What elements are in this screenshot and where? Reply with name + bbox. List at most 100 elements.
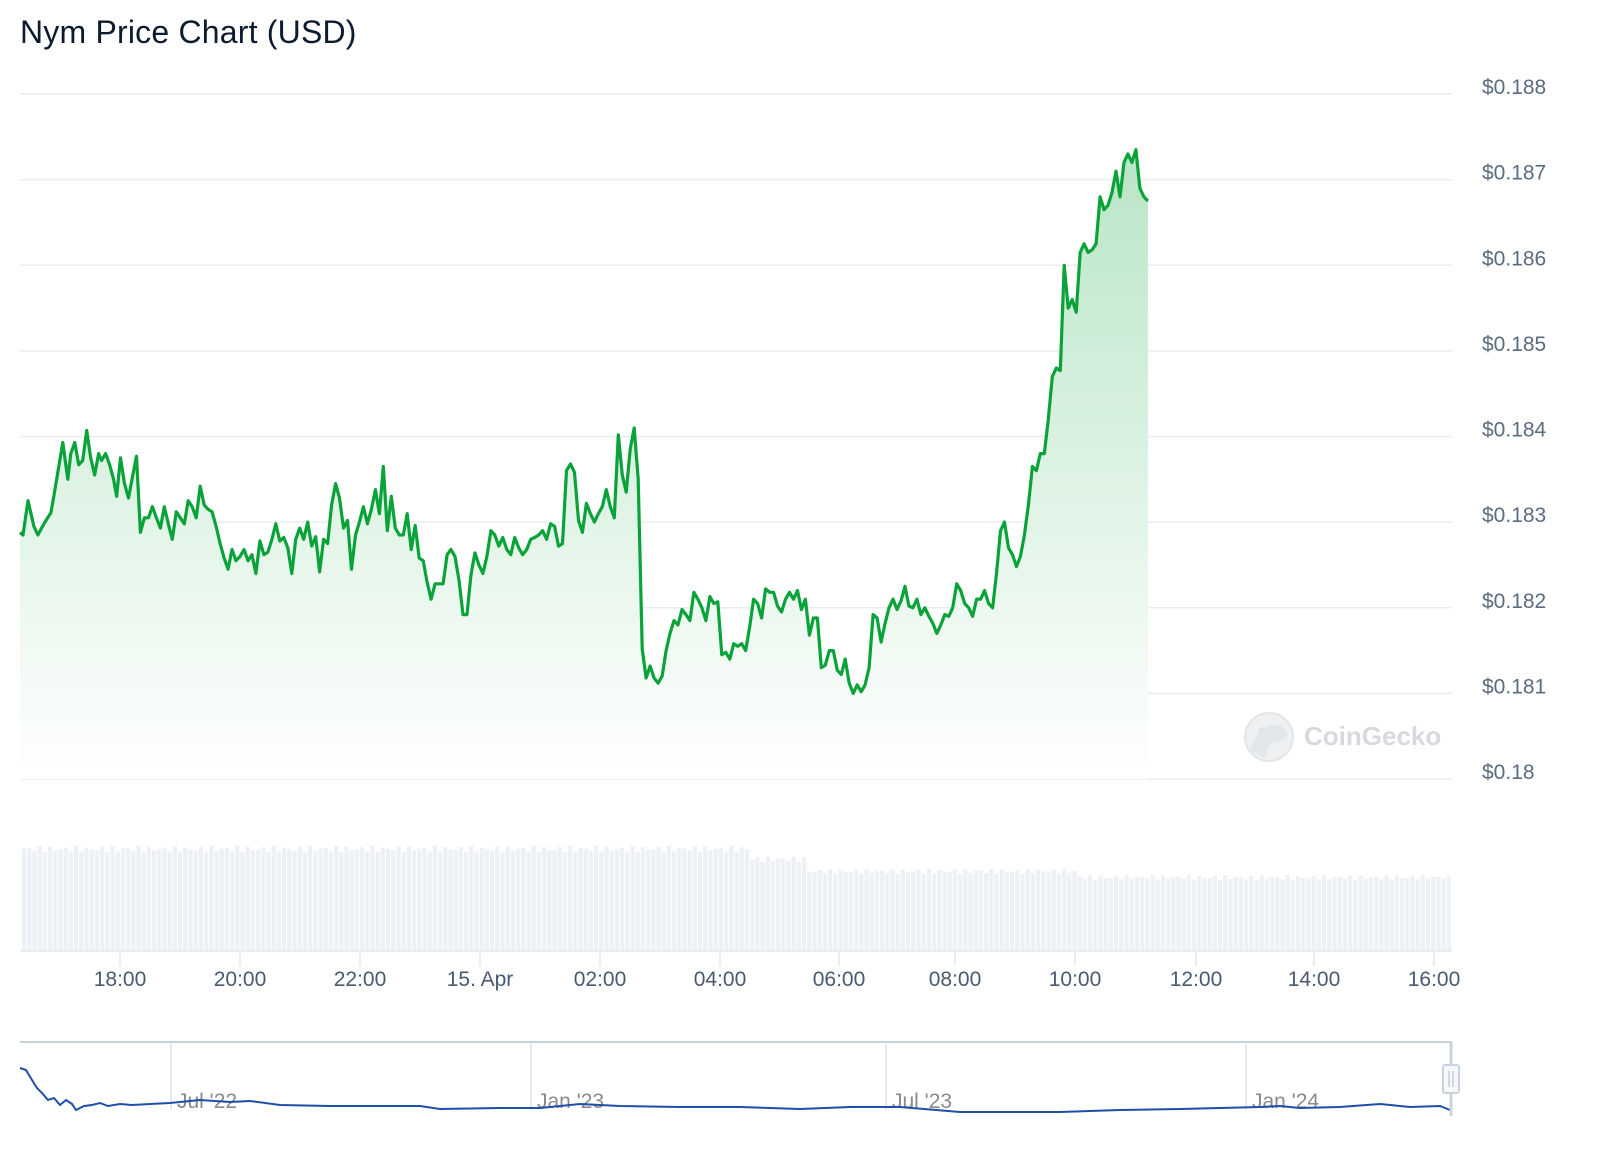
volume-bar — [100, 846, 105, 950]
volume-bar — [1197, 875, 1202, 950]
volume-bar — [1259, 875, 1264, 950]
volume-bar — [916, 869, 921, 950]
volume-bar — [427, 851, 432, 950]
volume-bar — [365, 852, 370, 950]
volume-bar — [807, 872, 812, 950]
volume-bar — [1166, 878, 1171, 950]
volume-bar — [698, 852, 703, 950]
volume-bar — [838, 869, 843, 950]
volume-bar — [505, 846, 510, 950]
navigator-tick-label: Jan '24 — [1252, 1090, 1319, 1113]
volume-bar — [760, 861, 765, 950]
volume-bar — [1134, 876, 1139, 950]
x-tick-label: 04:00 — [694, 968, 747, 991]
volume-bar — [1264, 878, 1269, 950]
volume-bar — [328, 851, 333, 950]
volume-bar — [1036, 870, 1041, 950]
volume-bar — [1093, 879, 1098, 950]
volume-bar — [718, 847, 723, 950]
volume-bar — [115, 851, 120, 950]
volume-bar — [1186, 875, 1191, 950]
volume-bar — [833, 873, 838, 950]
price-line[interactable] — [18, 148, 1150, 695]
volume-bar — [588, 850, 593, 950]
navigator-line — [19, 1067, 1451, 1113]
volume-bar — [1176, 876, 1181, 950]
volume-bar — [729, 846, 734, 950]
volume-bar — [968, 872, 973, 950]
volume-bar — [178, 851, 183, 950]
volume-bar — [864, 869, 869, 950]
volume-bar — [531, 846, 536, 950]
volume-bar — [1285, 875, 1290, 950]
volume-bar — [443, 846, 448, 950]
volume-bar — [1420, 875, 1425, 950]
volume-bar — [167, 851, 172, 950]
volume-bar — [495, 846, 500, 950]
volume-bar — [776, 858, 781, 950]
volume-bar — [828, 868, 833, 950]
volume-bar — [1342, 878, 1347, 950]
volume-bar — [245, 846, 250, 950]
volume-bar — [1410, 875, 1415, 950]
volume-bar — [162, 847, 167, 950]
navigator-handle[interactable] — [1442, 1064, 1460, 1094]
volume-bar — [474, 851, 479, 950]
volume-bar — [1280, 879, 1285, 950]
volume-bar — [874, 870, 879, 950]
volume-bars — [20, 846, 1452, 952]
volume-bar — [1051, 869, 1056, 950]
volume-bar — [510, 850, 515, 950]
volume-bar — [27, 848, 32, 950]
navigator[interactable]: Jul '22 Jan '23 Jul '23 Jan '24 — [19, 1041, 1460, 1116]
volume-bar — [921, 873, 926, 950]
volume-bar — [578, 847, 583, 950]
volume-bar — [620, 847, 625, 950]
volume-bar — [942, 871, 947, 950]
volume-bar — [1400, 877, 1405, 950]
volume-bar — [396, 846, 401, 950]
volume-bar — [1441, 878, 1446, 950]
volume-bar — [313, 851, 318, 950]
volume-bar — [1202, 878, 1207, 950]
x-axis: 18:00 20:00 22:00 15. Apr 02:00 04:00 06:00 08:… — [94, 952, 1460, 991]
volume-bar — [1150, 875, 1155, 950]
volume-bar — [687, 851, 692, 950]
volume-bar — [1306, 878, 1311, 950]
x-tick-label: 02:00 — [574, 968, 627, 991]
volume-bar — [521, 847, 526, 950]
y-tick-label: $0.181 — [1482, 675, 1546, 698]
volume-bar — [1244, 878, 1249, 950]
volume-bar — [1270, 877, 1275, 950]
volume-bar — [1212, 875, 1217, 950]
volume-bar — [1405, 878, 1410, 950]
volume-bar — [1426, 879, 1431, 950]
volume-bar — [302, 852, 307, 950]
volume-bar — [885, 873, 890, 950]
y-tick-label: $0.185 — [1482, 333, 1546, 356]
volume-bar — [120, 848, 125, 950]
x-tick-label: 12:00 — [1170, 968, 1223, 991]
volume-bar — [68, 851, 73, 950]
volume-bar — [74, 846, 79, 950]
volume-bar — [94, 850, 99, 950]
price-area — [20, 149, 1148, 779]
volume-bar — [1389, 879, 1394, 950]
volume-bar — [339, 852, 344, 950]
volume-bar — [1067, 872, 1072, 950]
volume-bar — [677, 848, 682, 950]
navigator-tick-label: Jan '23 — [537, 1090, 604, 1113]
volume-bar — [1082, 879, 1087, 950]
volume-bar — [235, 846, 240, 950]
volume-bar — [781, 858, 786, 950]
volume-bar — [906, 872, 911, 950]
volume-bar — [724, 851, 729, 950]
volume-bar — [1228, 879, 1233, 950]
volume-bar — [1062, 869, 1067, 950]
volume-bar — [1025, 868, 1030, 950]
volume-bar — [843, 871, 848, 950]
volume-bar — [786, 861, 791, 950]
volume-bar — [224, 848, 229, 950]
volume-bar — [266, 851, 271, 950]
